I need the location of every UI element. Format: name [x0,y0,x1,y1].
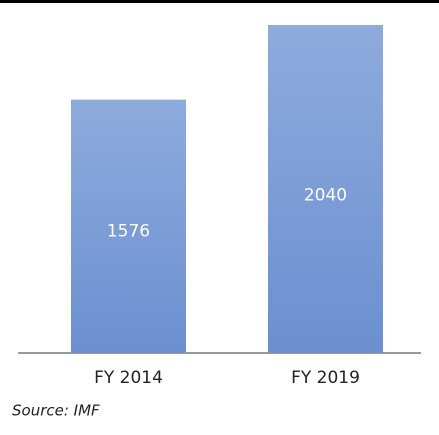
bar [71,99,186,354]
value-label: 1576 [107,221,150,241]
bar [268,25,383,353]
source: Source: IMF [12,402,100,420]
x-tick-label: FY 2019 [291,368,360,388]
top-rule [0,0,439,3]
x-tick-label: FY 2014 [94,368,163,388]
value-label: 2040 [304,186,347,206]
